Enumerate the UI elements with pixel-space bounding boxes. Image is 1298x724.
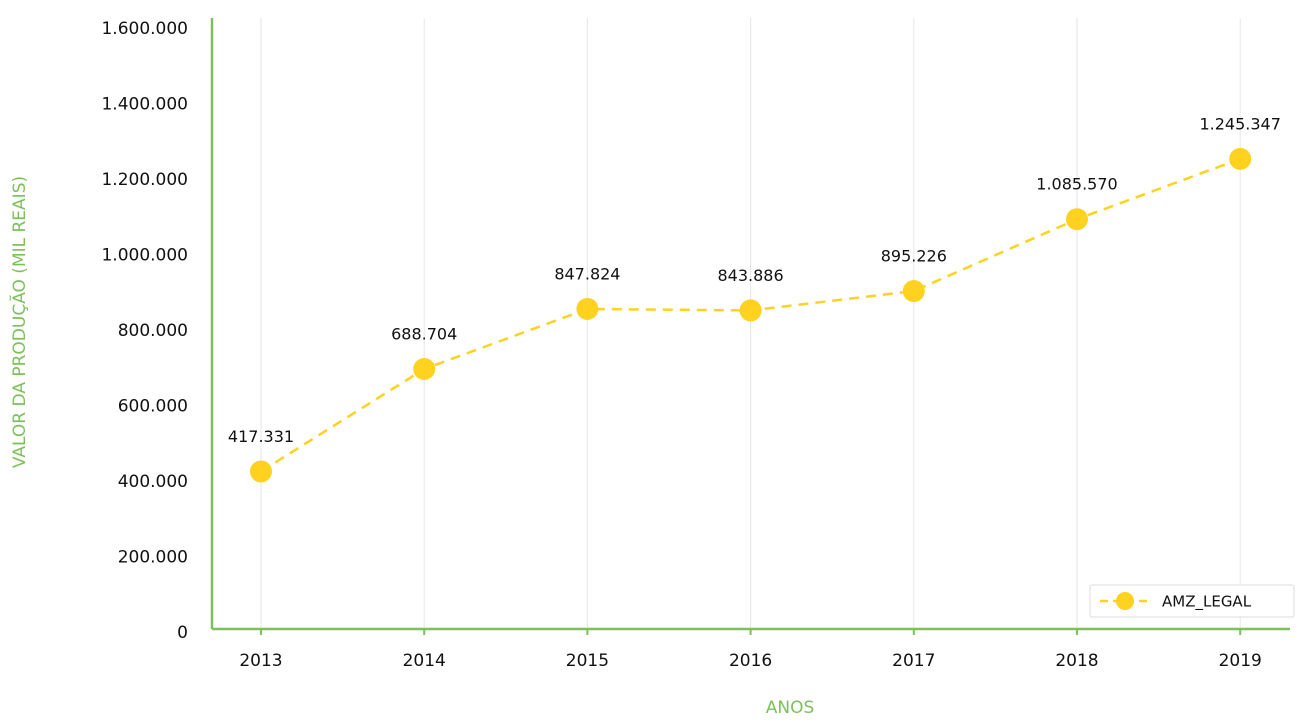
x-tick-label: 2018 xyxy=(1055,651,1098,671)
data-label: 688.704 xyxy=(391,325,457,344)
y-tick-label: 600.000 xyxy=(118,397,188,417)
data-point xyxy=(576,297,599,320)
y-tick-label: 0 xyxy=(177,623,188,643)
legend-marker xyxy=(1116,592,1134,610)
legend-label: AMZ_LEGAL xyxy=(1162,593,1252,612)
data-point xyxy=(250,460,272,483)
y-tick-label: 1.200.000 xyxy=(101,170,188,190)
y-tick-label: 200.000 xyxy=(118,548,188,568)
data-label: 417.331 xyxy=(228,427,294,446)
y-tick-label: 1.600.000 xyxy=(101,19,188,39)
data-label: 1.245.347 xyxy=(1199,114,1280,133)
data-label: 847.824 xyxy=(554,264,620,283)
data-point xyxy=(1229,147,1252,170)
x-tick-label: 2015 xyxy=(566,651,609,671)
data-label: 1.085.570 xyxy=(1036,175,1117,194)
data-label: 895.226 xyxy=(881,247,947,266)
data-point xyxy=(739,299,762,322)
y-axis-title: VALOR DA PRODUÇÃO (MIL REAIS) xyxy=(8,176,30,468)
data-label: 843.886 xyxy=(718,266,784,285)
x-axis-title: ANOS xyxy=(766,698,815,718)
x-tick-label: 2013 xyxy=(239,651,282,671)
y-tick-label: 1.000.000 xyxy=(101,246,188,266)
x-tick-label: 2016 xyxy=(729,651,772,671)
y-tick-label: 400.000 xyxy=(118,472,188,492)
x-tick-label: 2014 xyxy=(403,651,446,671)
x-tick-label: 2017 xyxy=(892,651,935,671)
x-tick-label: 2019 xyxy=(1219,651,1262,671)
y-tick-label: 800.000 xyxy=(118,321,188,341)
y-tick-label: 1.400.000 xyxy=(101,95,188,115)
data-point xyxy=(902,280,925,303)
legend-box xyxy=(1089,584,1295,618)
data-point xyxy=(1066,208,1088,231)
data-point xyxy=(413,358,436,381)
